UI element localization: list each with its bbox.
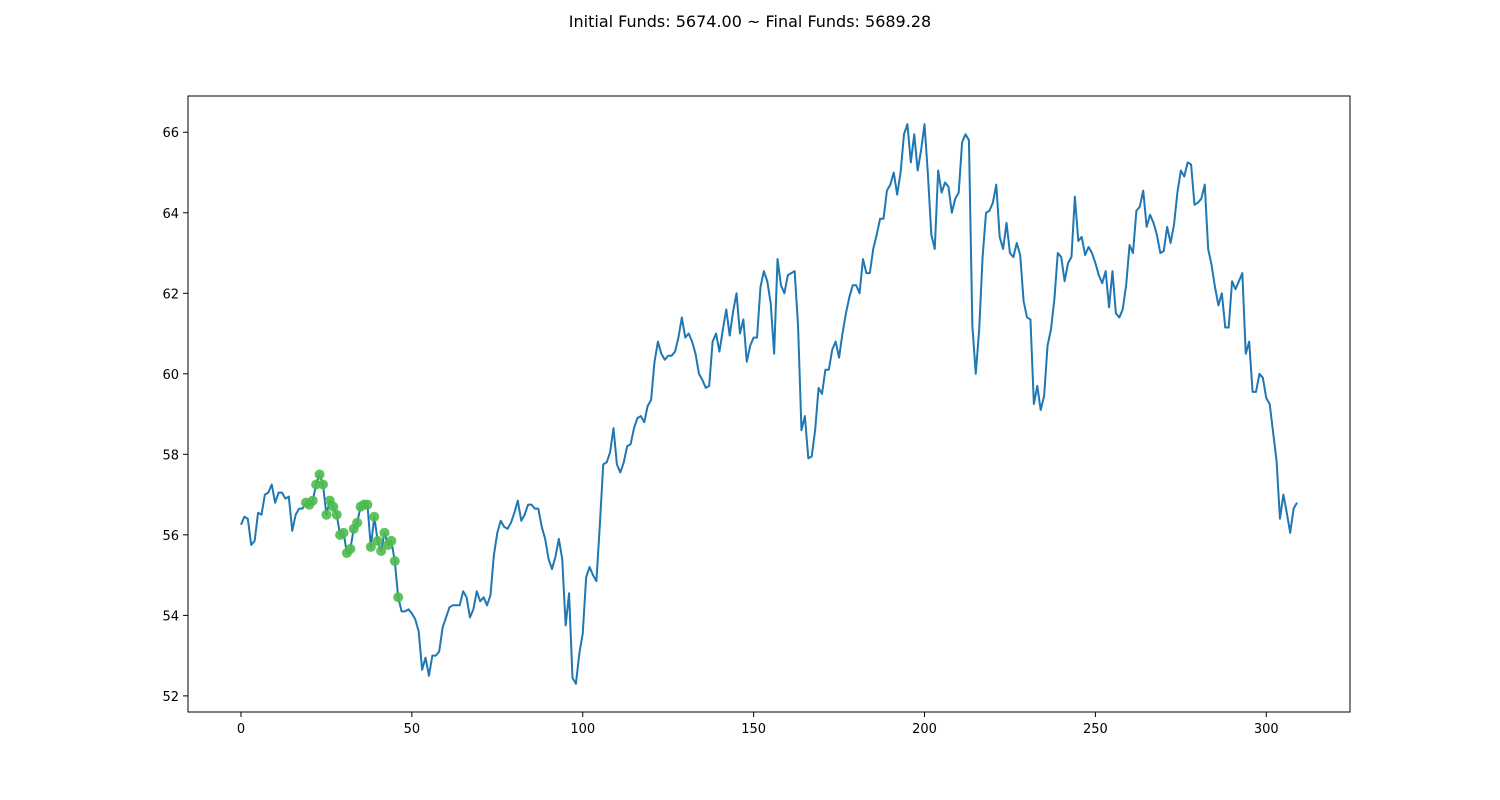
trade-marker-point xyxy=(307,495,318,506)
x-axis-tick-label: 300 xyxy=(1254,722,1279,737)
trade-marker-point xyxy=(328,501,339,512)
y-axis-tick-label: 60 xyxy=(162,368,179,383)
trade-marker-point xyxy=(372,535,383,546)
x-axis-tick-label: 200 xyxy=(912,722,937,737)
trade-marker-point xyxy=(376,545,387,556)
y-axis-tick-label: 64 xyxy=(162,207,179,222)
y-axis-tick-label: 54 xyxy=(162,609,179,624)
trade-marker-point xyxy=(379,527,390,538)
trade-marker-point xyxy=(331,509,342,520)
trade-marker-point xyxy=(317,479,328,490)
x-axis-tick-label: 0 xyxy=(237,722,245,737)
price-series-line xyxy=(240,123,1298,685)
x-axis-tick-label: 100 xyxy=(570,722,595,737)
y-axis-tick-label: 66 xyxy=(162,126,179,141)
y-axis-tick-label: 58 xyxy=(162,448,179,463)
x-axis-tick-label: 50 xyxy=(404,722,421,737)
trade-marker-point xyxy=(393,592,404,603)
y-axis-tick-label: 62 xyxy=(162,287,179,302)
trade-marker-point xyxy=(338,527,349,538)
y-axis-tick-label: 52 xyxy=(162,690,179,705)
trade-marker-point xyxy=(386,535,397,546)
trade-marker-point xyxy=(369,511,380,522)
trade-marker-point xyxy=(352,517,363,528)
trade-marker-point xyxy=(314,469,325,480)
x-axis-tick-label: 250 xyxy=(1083,722,1108,737)
y-axis-tick-label: 56 xyxy=(162,529,179,544)
trade-marker-point xyxy=(365,541,376,552)
trade-marker-point xyxy=(345,543,356,554)
chart-title: Initial Funds: 5674.00 ~ Final Funds: 56… xyxy=(568,12,932,31)
trade-marker-point xyxy=(311,479,322,490)
trade-marker-point xyxy=(362,499,373,510)
plot-area-frame xyxy=(187,95,1351,713)
x-axis-tick-label: 150 xyxy=(741,722,766,737)
trade-marker-point xyxy=(321,509,332,520)
trade-marker-point xyxy=(389,556,400,567)
